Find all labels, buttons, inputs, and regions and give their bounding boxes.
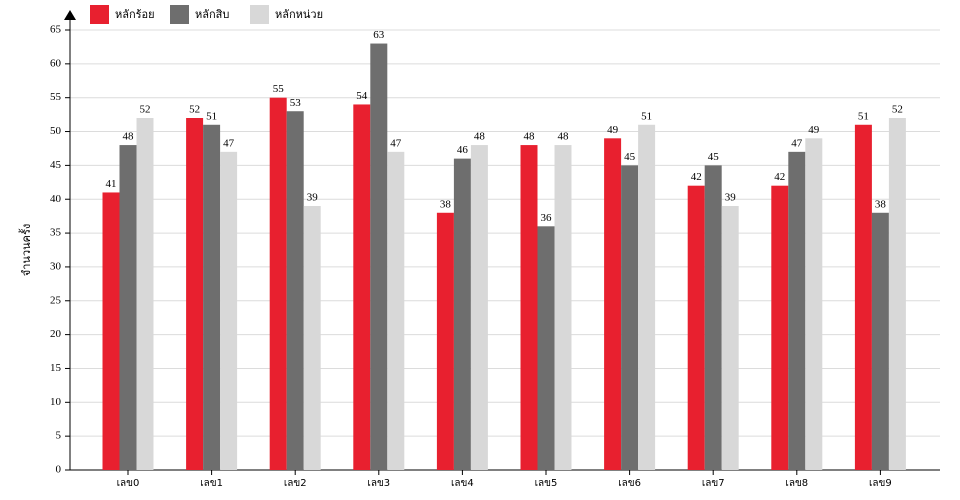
y-tick-label: 0	[56, 464, 62, 476]
value-label: 39	[307, 192, 319, 204]
value-label: 47	[390, 137, 402, 149]
bar	[537, 226, 555, 470]
value-label: 45	[624, 151, 636, 163]
value-label: 46	[457, 144, 469, 156]
y-tick-label: 55	[50, 91, 62, 103]
bar	[186, 118, 204, 470]
bar	[286, 111, 304, 470]
bar	[721, 206, 739, 470]
value-label: 41	[106, 178, 117, 190]
value-label: 48	[524, 131, 536, 143]
value-label: 42	[774, 171, 785, 183]
value-label: 63	[373, 29, 385, 41]
bar	[370, 43, 388, 471]
legend-swatch	[170, 5, 189, 24]
value-label: 38	[440, 198, 452, 210]
bar	[621, 165, 639, 470]
value-label: 51	[641, 110, 652, 122]
value-label: 38	[875, 198, 887, 210]
value-label: 48	[123, 131, 135, 143]
value-label: 45	[708, 151, 720, 163]
y-tick-label: 50	[50, 125, 62, 137]
y-tick-label: 10	[50, 396, 62, 408]
y-tick-label: 35	[50, 227, 62, 239]
x-tick-label: เลข8	[785, 478, 808, 489]
value-label: 52	[140, 104, 151, 116]
value-label: 42	[691, 171, 702, 183]
value-label: 47	[791, 137, 803, 149]
legend-swatch	[90, 5, 109, 24]
bar	[470, 145, 488, 471]
value-label: 52	[892, 104, 903, 116]
bar	[871, 212, 889, 470]
legend-label: หลักร้อย	[115, 8, 155, 21]
x-tick-label: เลข2	[284, 478, 307, 489]
x-tick-label: เลข6	[618, 478, 641, 489]
bar	[353, 104, 371, 470]
legend-label: หลักสิบ	[195, 8, 229, 21]
value-label: 52	[189, 104, 200, 116]
bar	[136, 118, 154, 470]
y-tick-label: 40	[50, 193, 62, 205]
bar	[203, 124, 221, 471]
value-label: 53	[290, 97, 302, 109]
x-tick-label: เลข4	[451, 478, 474, 489]
value-label: 48	[558, 131, 570, 143]
bar	[771, 185, 789, 470]
value-label: 39	[725, 192, 737, 204]
bar	[554, 145, 572, 471]
value-label: 49	[808, 124, 820, 136]
y-tick-label: 5	[56, 430, 62, 442]
bar	[303, 206, 321, 470]
value-label: 51	[858, 110, 869, 122]
value-label: 54	[356, 90, 368, 102]
y-tick-label: 15	[50, 362, 62, 374]
y-tick-label: 60	[50, 57, 62, 69]
y-tick-label: 25	[50, 294, 62, 306]
x-tick-label: เลข0	[117, 478, 140, 489]
x-tick-label: เลข3	[367, 478, 390, 489]
bar	[788, 151, 806, 470]
value-label: 55	[273, 83, 285, 95]
bar	[687, 185, 705, 470]
x-tick-label: เลข9	[869, 478, 892, 489]
y-tick-label: 45	[50, 159, 62, 171]
bar	[119, 145, 137, 471]
bar	[436, 212, 454, 470]
legend-swatch	[250, 5, 269, 24]
value-label: 49	[607, 124, 619, 136]
y-tick-label: 30	[50, 260, 62, 272]
bar	[604, 138, 622, 471]
x-tick-label: เลข5	[535, 478, 558, 489]
bar	[102, 192, 120, 470]
bar	[704, 165, 722, 470]
bar	[453, 158, 471, 470]
bar	[854, 124, 872, 471]
bar	[520, 145, 538, 471]
value-label: 48	[474, 131, 486, 143]
y-tick-label: 20	[50, 328, 62, 340]
value-label: 47	[223, 137, 235, 149]
y-axis-label: จำนวนครั้ง	[18, 224, 33, 276]
value-label: 36	[541, 212, 553, 224]
bar	[269, 97, 287, 470]
value-label: 51	[206, 110, 217, 122]
bar	[638, 124, 656, 471]
legend-label: หลักหน่วย	[275, 8, 323, 21]
axis-arrow	[64, 10, 76, 20]
bar	[387, 151, 405, 470]
bar	[888, 118, 906, 470]
y-tick-label: 65	[50, 24, 62, 36]
x-tick-label: เลข7	[702, 478, 725, 489]
x-tick-label: เลข1	[200, 478, 223, 489]
bar	[805, 138, 823, 471]
bar	[220, 151, 238, 470]
